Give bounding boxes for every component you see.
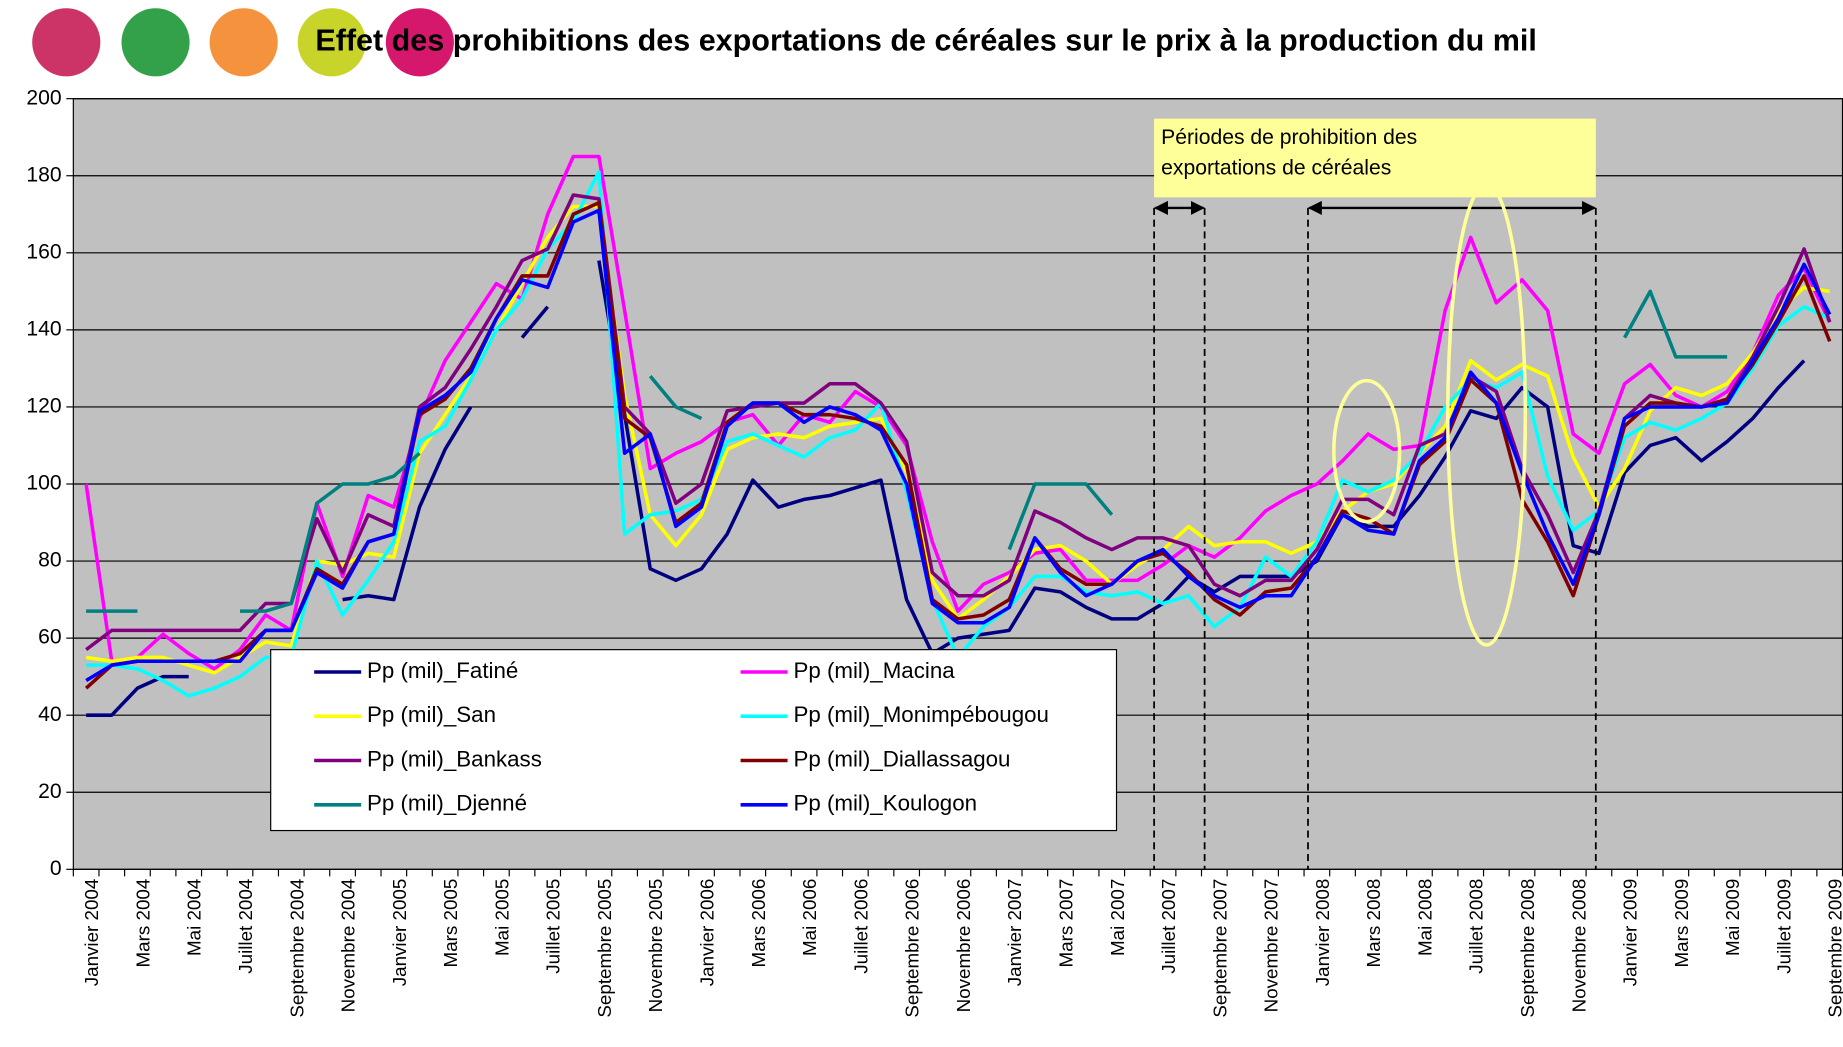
legend-label: Pp (mil)_Fatiné [367, 658, 518, 683]
x-tick-label: Mars 2007 [1055, 879, 1076, 968]
legend-label: Pp (mil)_Koulogon [793, 791, 977, 816]
x-tick-label: Septembre 2004 [286, 879, 307, 1018]
x-tick-label: Juillet 2006 [850, 879, 871, 974]
circle [385, 8, 454, 77]
series-line [84, 154, 1832, 671]
series-line [86, 260, 1806, 717]
x-tick-label: Juillet 2009 [1773, 879, 1794, 974]
y-tick-label: 60 [38, 626, 61, 649]
x-tick-label: Mai 2007 [1107, 879, 1128, 956]
x-tick-label: Mai 2006 [799, 879, 820, 956]
chart-title: Effet des prohibitions des exportations … [315, 23, 1537, 57]
y-tick-label: 180 [26, 163, 61, 186]
x-tick-label: Mars 2008 [1363, 879, 1384, 968]
series-line [85, 208, 1832, 683]
x-tick-label: Janvier 2007 [1004, 879, 1025, 987]
x-tick-label: Janvier 2008 [1312, 879, 1333, 987]
legend-label: Pp (mil)_Macina [793, 658, 955, 683]
highlight-ellipse [1446, 182, 1528, 647]
annotation: Périodes de prohibition des [1161, 126, 1417, 149]
highlight-ellipse [1332, 378, 1402, 524]
legend-box [270, 649, 1118, 832]
x-tick-label: Septembre 2006 [902, 879, 923, 1018]
x-tick-label: Mai 2008 [1414, 879, 1435, 956]
x-tick-label: Novembre 2006 [953, 879, 974, 1013]
circle [32, 8, 101, 77]
x-tick-label: Septembre 2009 [1825, 879, 1843, 1018]
x-tick-label: Juillet 2004 [235, 879, 256, 974]
x-tick-label: Septembre 2007 [1209, 879, 1230, 1018]
x-tick-label: Mars 2006 [748, 879, 769, 968]
annotation-box [1154, 118, 1596, 198]
x-tick-label: Mai 2004 [184, 879, 205, 956]
x-tick-label: Novembre 2004 [338, 879, 359, 1013]
x-tick-label: Janvier 2009 [1620, 879, 1641, 987]
legend-label: Pp (mil)_Monimpébougou [793, 702, 1048, 727]
x-tick-label: Novembre 2008 [1568, 879, 1589, 1013]
annotation: exportations de céréales [1161, 157, 1391, 180]
x-tick-label: Mai 2005 [491, 879, 512, 956]
x-tick-label: Janvier 2005 [389, 879, 410, 987]
y-tick-label: 100 [26, 472, 61, 495]
y-tick-label: 80 [38, 549, 61, 572]
x-tick-label: Mars 2009 [1671, 879, 1692, 968]
legend-label: Pp (mil)_Djenné [367, 791, 527, 816]
circle [297, 8, 366, 77]
y-tick-label: 40 [38, 703, 61, 726]
y-tick-label: 140 [26, 317, 61, 340]
circle [121, 8, 190, 77]
y-tick-label: 160 [26, 240, 61, 263]
legend-label: Pp (mil)_Bankass [367, 746, 542, 771]
legend-label: Pp (mil)_Diallassagou [793, 746, 1010, 771]
x-tick-label: Mars 2005 [440, 879, 461, 968]
decor-circles [32, 8, 454, 77]
x-tick-label: Juillet 2007 [1158, 879, 1179, 974]
x-tick-label: Janvier 2006 [697, 879, 718, 987]
x-tick-label: Septembre 2008 [1517, 879, 1538, 1018]
y-tick-label: 0 [50, 857, 62, 880]
y-tick-label: 200 [26, 86, 61, 109]
x-tick-label: Mai 2009 [1722, 879, 1743, 956]
legend: Pp (mil)_Fatiné Pp (mil)_Macina Pp (mil)_S… [270, 649, 1118, 832]
series-line [85, 193, 1832, 652]
y-tick-label: 20 [38, 780, 61, 803]
y-tick-label: 120 [26, 395, 61, 418]
x-tick-label: Janvier 2004 [81, 879, 102, 987]
x-tick-label: Novembre 2007 [1261, 879, 1282, 1013]
legend-label: Pp (mil)_San [367, 702, 496, 727]
x-tick-label: Juillet 2005 [543, 879, 564, 974]
x-tick-label: Septembre 2005 [594, 879, 615, 1018]
series-line [86, 289, 1728, 613]
x-tick-label: Novembre 2005 [645, 879, 666, 1013]
x-tick-label: Juillet 2008 [1466, 879, 1487, 974]
circle [209, 8, 278, 77]
x-tick-label: Mars 2004 [132, 879, 153, 968]
